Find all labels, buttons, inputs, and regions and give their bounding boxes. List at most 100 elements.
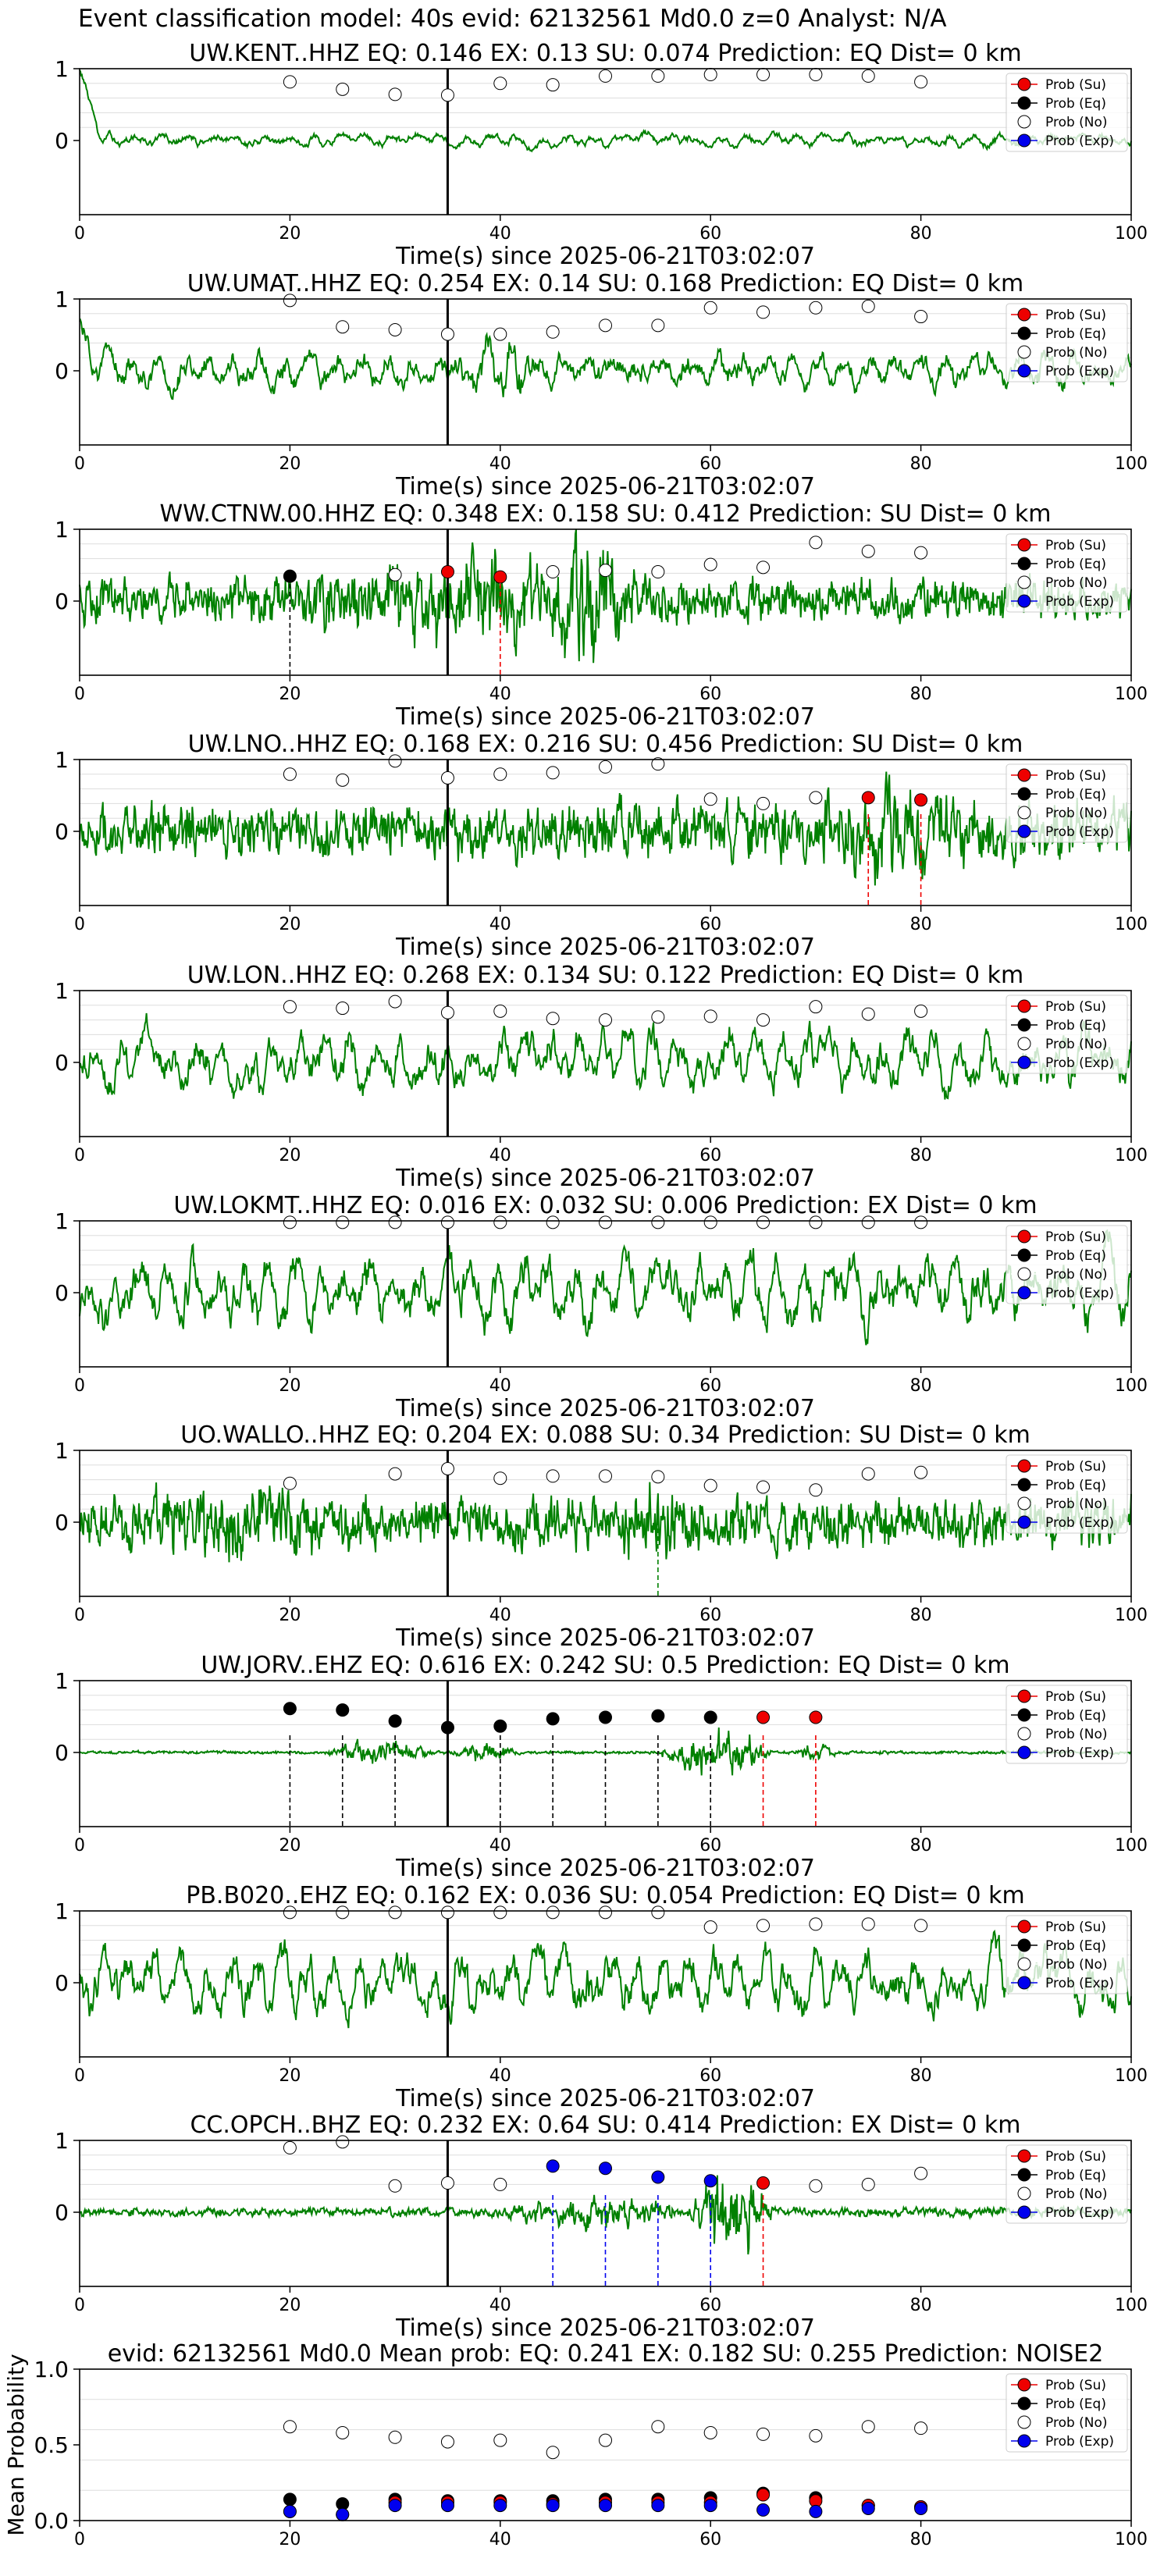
mean-prob-no-marker [388, 2430, 402, 2444]
prob-no-marker [914, 1004, 928, 1018]
prob-no-marker [861, 1007, 875, 1021]
x-tick-label: 100 [1115, 915, 1148, 934]
x-tick-label: 80 [910, 915, 932, 934]
prob-no-marker [599, 1905, 612, 1920]
prob-no-marker [283, 2140, 297, 2154]
x-tick-label: 40 [489, 685, 511, 704]
mean-prob-no-marker [493, 2433, 507, 2447]
prob-no-marker [388, 568, 402, 582]
prob-no-marker [599, 69, 612, 83]
prob-no-marker [756, 1480, 771, 1494]
mean-prob-no-marker [283, 2420, 297, 2434]
mean-prob-ex-marker [861, 2501, 875, 2515]
prob-eq-marker [493, 1719, 507, 1733]
y-tick-label: 0 [55, 1280, 69, 1306]
prob-no-marker [599, 318, 612, 333]
x-tick-label: 20 [279, 2066, 301, 2086]
prob-no-marker [440, 2176, 454, 2190]
legend-marker [1017, 2205, 1031, 2219]
prob-no-marker [861, 1917, 875, 1931]
figure-header: Event classification model: 40s evid: 62… [78, 5, 947, 33]
legend-label: Prob (No) [1045, 2186, 1108, 2202]
legend-label: Prob (Eq) [1045, 1708, 1106, 1724]
legend-marker [1017, 1976, 1031, 1990]
prob-no-marker [388, 87, 402, 101]
prob-no-marker [651, 1905, 665, 1920]
prob-eq-marker [703, 1710, 717, 1724]
x-axis-label: Time(s) since 2025-06-21T03:02:07 [395, 703, 815, 731]
prob-no-marker [546, 78, 560, 92]
waveform-trace [79, 771, 1132, 886]
axes-frame [79, 1910, 1132, 2058]
prob-eq-marker [283, 1702, 297, 1716]
x-tick-label: 80 [910, 1606, 932, 1625]
legend-marker [1017, 824, 1031, 838]
prob-no-marker [651, 69, 665, 83]
station-panel: PB.B020..EHZ EQ: 0.162 EX: 0.036 SU: 0.0… [55, 1882, 1148, 2112]
prob-no-marker [809, 1483, 823, 1497]
y-tick-label: 0 [55, 358, 69, 384]
legend-marker [1017, 2415, 1031, 2429]
x-tick-label: 60 [699, 2066, 721, 2086]
legend-label: Prob (Eq) [1045, 1478, 1106, 1493]
x-tick-label: 80 [910, 224, 932, 244]
prob-no-marker [914, 1919, 928, 1933]
mean-prob-su-marker [756, 2488, 771, 2502]
x-tick-label: 20 [279, 2530, 301, 2549]
prob-no-marker [861, 299, 875, 313]
legend-marker [1017, 2186, 1031, 2201]
x-tick-label: 40 [489, 915, 511, 934]
legend-box [1005, 763, 1128, 843]
x-tick-label: 0 [74, 1376, 85, 1396]
prob-no-marker [651, 565, 665, 579]
panel-title: UW.LON..HHZ EQ: 0.268 EX: 0.134 SU: 0.12… [187, 962, 1023, 989]
x-tick-label: 100 [1115, 1836, 1148, 1856]
mean-prob-ex-marker [336, 2507, 350, 2521]
mean-prob-ex-marker [283, 2504, 297, 2518]
legend-marker [1017, 575, 1031, 589]
prob-su-marker [861, 791, 875, 805]
prob-no-marker [336, 1215, 350, 1229]
y-tick-label: 0 [55, 128, 69, 154]
waveform-trace [79, 2175, 1132, 2255]
x-tick-label: 100 [1115, 454, 1148, 474]
legend-label: Prob (No) [1045, 575, 1108, 591]
x-axis-label: Time(s) since 2025-06-21T03:02:07 [395, 1855, 815, 1882]
x-tick-label: 80 [910, 1146, 932, 1165]
prob-no-marker [440, 771, 454, 785]
prob-no-marker [914, 1465, 928, 1479]
axes-frame [79, 759, 1132, 906]
prob-no-marker [388, 1467, 402, 1481]
prob-no-marker [336, 2135, 350, 2149]
legend-marker [1017, 557, 1031, 571]
prob-no-marker [283, 75, 297, 89]
legend-marker [1017, 1267, 1031, 1281]
y-tick-label: 1 [55, 286, 69, 312]
axes-frame [79, 68, 1132, 215]
legend-box [1005, 1915, 1128, 1994]
y-tick-label: 0.0 [34, 2508, 69, 2534]
station-panel: UW.UMAT..HHZ EQ: 0.254 EX: 0.14 SU: 0.16… [55, 270, 1148, 500]
station-panel: UW.KENT..HHZ EQ: 0.146 EX: 0.13 SU: 0.07… [55, 40, 1148, 270]
x-axis-label: Time(s) since 2025-06-21T03:02:07 [395, 934, 815, 961]
legend-label: Prob (Exp) [1045, 2205, 1114, 2221]
mean-probability-panel: evid: 62132561 Md0.0 Mean prob: EQ: 0.24… [3, 2340, 1148, 2549]
x-tick-label: 80 [910, 454, 932, 474]
prob-no-marker [440, 88, 454, 102]
y-tick-label: 1 [55, 517, 69, 543]
y-tick-label: 0 [55, 1050, 69, 1076]
legend-marker [1017, 96, 1031, 110]
prob-no-marker [809, 301, 823, 315]
prob-eq-marker [336, 1703, 350, 1717]
prob-no-marker [651, 1010, 665, 1024]
x-tick-label: 0 [74, 2296, 85, 2315]
x-tick-label: 20 [279, 224, 301, 244]
legend-label: Prob (Su) [1045, 1689, 1106, 1705]
panel-title: UW.KENT..HHZ EQ: 0.146 EX: 0.13 SU: 0.07… [189, 40, 1022, 67]
x-tick-label: 20 [279, 1146, 301, 1165]
x-tick-label: 0 [74, 454, 85, 474]
prob-no-marker [599, 564, 612, 578]
x-tick-label: 0 [74, 1146, 85, 1165]
legend-label: Prob (Su) [1045, 77, 1106, 93]
prob-no-marker [703, 301, 717, 315]
